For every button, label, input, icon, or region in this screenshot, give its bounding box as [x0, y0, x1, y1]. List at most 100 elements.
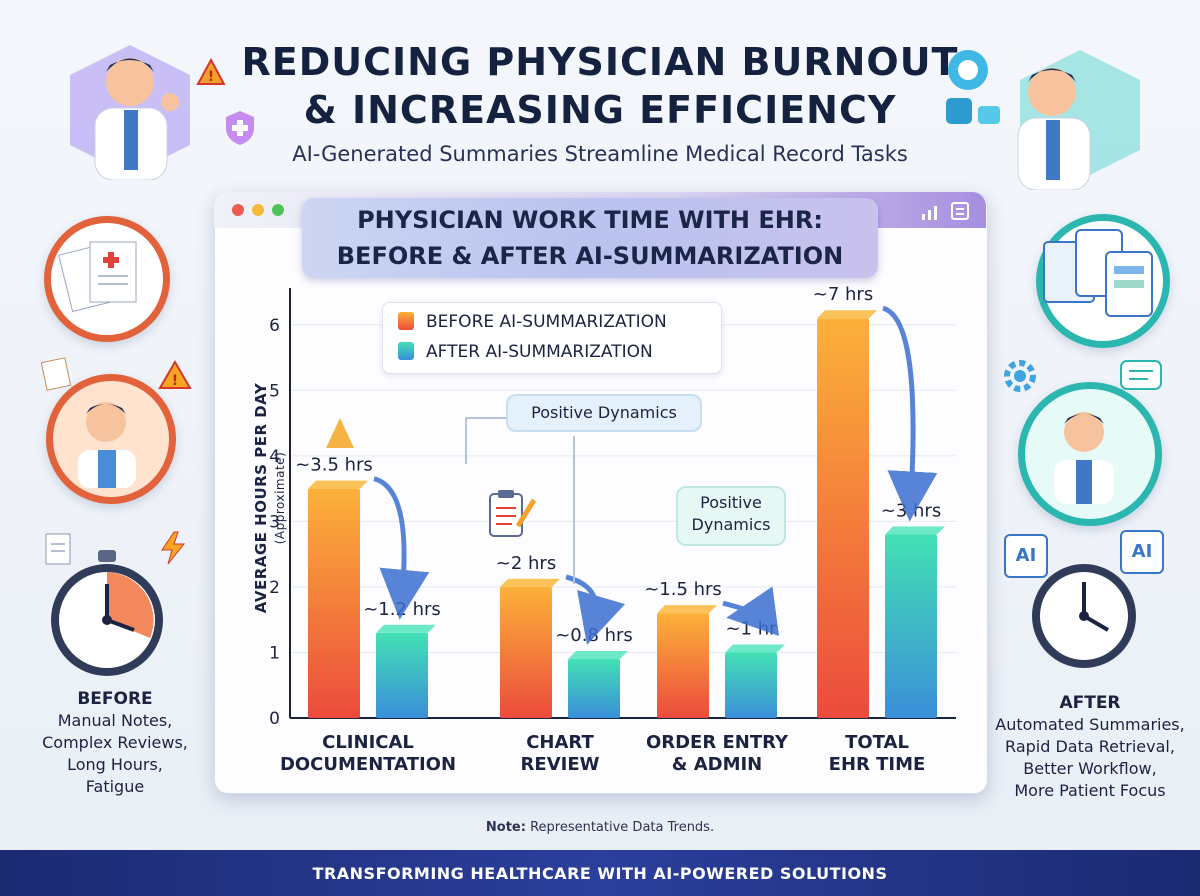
bar-after-top — [885, 526, 945, 535]
y-tick-label: 5 — [269, 381, 280, 401]
bar-after-top — [568, 651, 628, 660]
x-category-label: & ADMIN — [672, 754, 763, 775]
data-label-before: ~1.5 hrs — [644, 579, 722, 600]
bar-before-top — [500, 578, 560, 587]
x-category-label: REVIEW — [521, 754, 600, 775]
chart-title-line2: BEFORE & AFTER AI-SUMMARIZATION — [336, 242, 844, 270]
chart-legend — [382, 302, 722, 374]
callout-line: Positive — [700, 493, 762, 512]
after-line: More Patient Focus — [1014, 781, 1166, 800]
bar-before — [817, 318, 869, 718]
y-tick-label: 1 — [269, 643, 280, 663]
y-tick-label: 2 — [269, 578, 280, 598]
x-category-label: CLINICAL — [322, 732, 414, 753]
after-line: Rapid Data Retrieval, — [1005, 737, 1175, 756]
window-minimize-dot[interactable] — [252, 204, 264, 216]
gear-icon — [1004, 360, 1036, 392]
happy-doctor-illustration — [1017, 50, 1140, 190]
trend-arrow — [373, 476, 430, 620]
before-line: Fatigue — [85, 777, 145, 796]
stressed-person-icon — [78, 402, 136, 488]
clock-icon — [1032, 564, 1136, 668]
window-menu-icon[interactable] — [918, 200, 974, 222]
bar-before — [308, 488, 360, 718]
before-panel: BEFORE Manual Notes, Complex Reviews, Lo… — [30, 688, 200, 798]
bar-before-top — [308, 480, 368, 489]
bar-before-top — [657, 605, 717, 614]
before-heading: BEFORE — [77, 689, 153, 709]
legend-label-before: BEFORE AI-SUMMARIZATION — [426, 312, 667, 332]
page-title-line2: & INCREASING EFFICIENCY — [303, 88, 897, 132]
window-close-dot[interactable] — [232, 204, 244, 216]
stressed-doctor-illustration — [70, 45, 190, 180]
x-category-label: DOCUMENTATION — [280, 754, 456, 775]
legend-swatch-before — [398, 312, 414, 330]
page-title-line1: REDUCING PHYSICIAN BURNOUT — [241, 40, 959, 84]
footer-banner-text: TRANSFORMING HEALTHCARE WITH AI-POWERED … — [312, 864, 888, 883]
bar-after — [725, 652, 777, 718]
bar-after — [376, 632, 428, 718]
bar-after-top — [725, 644, 785, 653]
before-line: Manual Notes, — [57, 711, 173, 730]
bar-before-top — [817, 310, 877, 319]
y-tick-label: 6 — [269, 316, 280, 336]
before-line: Complex Reviews, — [42, 733, 188, 752]
happy-person-icon — [1054, 412, 1114, 504]
trend-arrow — [722, 586, 780, 636]
page-subtitle: AI-Generated Summaries Streamline Medica… — [292, 142, 908, 166]
clipboard-icon — [489, 490, 537, 537]
footer-note-bold: Note: — [485, 820, 526, 835]
lightning-icon — [161, 531, 186, 565]
footer-note: Note: Representative Data Trends. — [0, 820, 1200, 835]
callout-line: Dynamics — [691, 515, 771, 534]
data-label-after: ~0.8 hrs — [555, 625, 633, 646]
bar-layer — [308, 310, 945, 718]
paperwork-icon — [58, 241, 137, 313]
document-icon — [40, 357, 72, 391]
ai-badge-left: AI — [1004, 534, 1048, 578]
x-category-label: TOTAL — [845, 732, 909, 753]
stopwatch-icon — [51, 550, 163, 676]
medical-shield-icon — [226, 111, 254, 145]
warning-icon: ! — [196, 58, 226, 85]
report-icon — [45, 533, 71, 565]
y-tick-label: 0 — [269, 709, 280, 729]
svg-text:!: ! — [172, 373, 178, 389]
after-line: Better Workflow, — [1023, 759, 1157, 778]
callout-positive-dynamics: Positive Dynamics — [506, 394, 702, 432]
ai-badge-right: AI — [1120, 530, 1164, 574]
data-label-after: ~1 hr — [725, 618, 777, 639]
callout-positive-dynamics-2: Positive Dynamics — [676, 486, 786, 546]
callout-connector — [465, 417, 575, 584]
alert-icon: ! — [158, 360, 192, 389]
chart-title-line1: PHYSICIAN WORK TIME WITH EHR: — [357, 206, 823, 234]
after-heading: AFTER — [1059, 693, 1121, 713]
y-tick-label: 4 — [269, 447, 280, 467]
bar-chart: 0 1 2 3 4 5 6 ~3.5 hrs ~1.2 hrs CLINICALDOCUMENT… — [269, 284, 956, 775]
bar-after — [568, 659, 620, 718]
x-category-label: CHART — [526, 732, 594, 753]
chat-icon — [1120, 360, 1162, 390]
window-maximize-dot[interactable] — [272, 204, 284, 216]
legend-swatch-after — [398, 342, 414, 360]
data-label-before: ~3.5 hrs — [295, 455, 373, 476]
after-line: Automated Summaries, — [995, 715, 1185, 734]
after-panel: AFTER Automated Summaries, Rapid Data Re… — [990, 692, 1190, 802]
data-label-before: ~7 hrs — [813, 284, 873, 305]
footer-banner — [0, 850, 1200, 896]
y-tick-label: 3 — [269, 512, 280, 532]
x-category-label: ORDER ENTRY — [646, 732, 789, 753]
data-label-before: ~2 hrs — [496, 553, 556, 574]
legend-label-after: AFTER AI-SUMMARIZATION — [426, 342, 653, 362]
bar-before — [500, 586, 552, 718]
caution-icon — [326, 418, 354, 448]
bar-after — [885, 534, 937, 718]
before-line: Long Hours, — [67, 755, 163, 774]
bar-after-top — [376, 624, 436, 633]
network-icons — [946, 50, 1000, 124]
trend-arrow — [882, 305, 938, 522]
data-label-after: ~1.2 hrs — [363, 599, 441, 620]
svg-text:!: ! — [208, 69, 214, 85]
trend-arrow — [565, 574, 626, 646]
